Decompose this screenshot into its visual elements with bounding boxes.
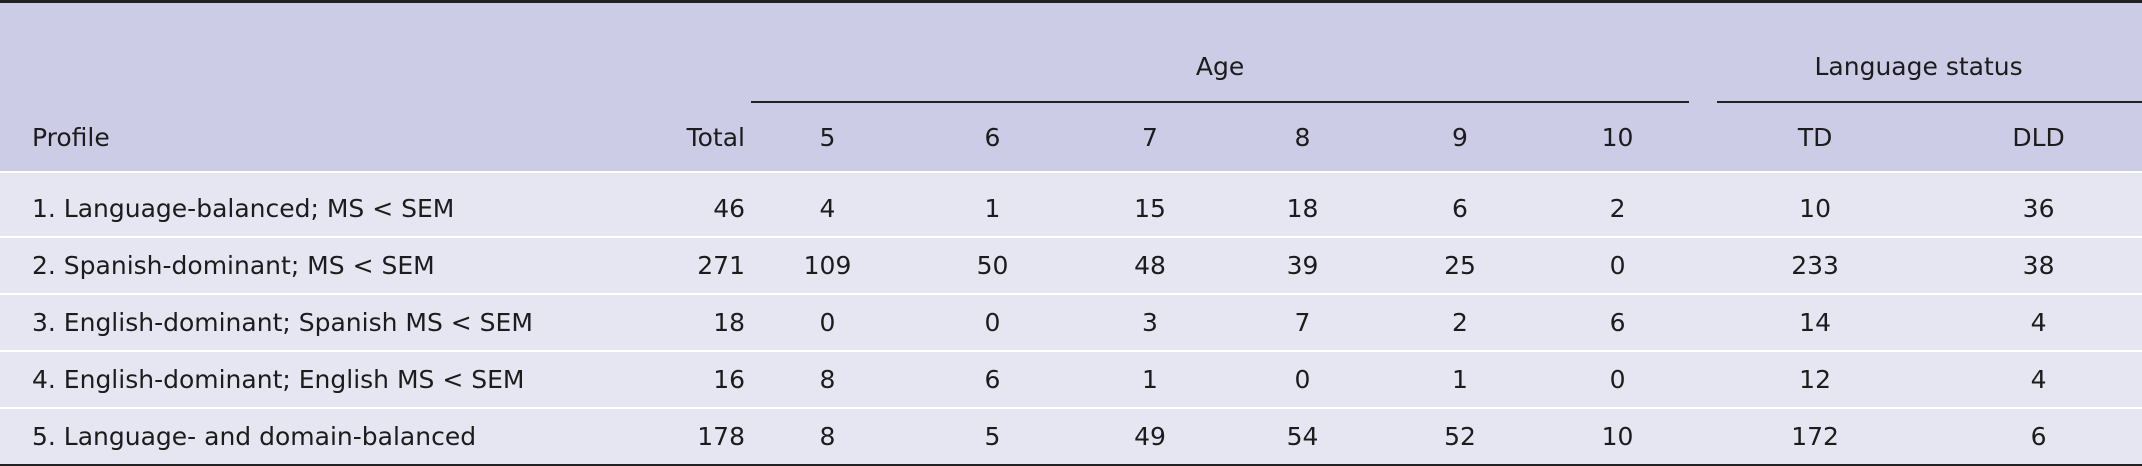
- cell-age-5: 8: [745, 408, 910, 466]
- cell-total: 18: [600, 294, 745, 352]
- cell-age-8: 18: [1225, 172, 1380, 238]
- cell-age-9: 2: [1380, 294, 1540, 352]
- cell-profile: 4. English-dominant; English MS < SEM: [0, 351, 600, 409]
- cell-dld: 38: [1935, 237, 2142, 295]
- cell-age-9: 25: [1380, 237, 1540, 295]
- cell-profile: 2. Spanish-dominant; MS < SEM: [0, 237, 600, 295]
- cell-age-6: 50: [910, 237, 1075, 295]
- age-group-header: Age: [745, 0, 1696, 103]
- cell-profile: 3. English-dominant; Spanish MS < SEM: [0, 294, 600, 352]
- col-header-age-6: 6: [910, 103, 1075, 173]
- cell-age-10: 10: [1540, 408, 1696, 466]
- cell-age-6: 0: [910, 294, 1075, 352]
- group-header-row: Age Language status: [0, 0, 2142, 103]
- cell-age-5: 109: [745, 237, 910, 295]
- column-header-row: Profile Total 5 6 7 8 9 10 TD DLD: [0, 103, 2142, 173]
- cell-td: 12: [1695, 351, 1936, 409]
- cell-dld: 4: [1935, 294, 2142, 352]
- table-row: 3. English-dominant; Spanish MS < SEM 18…: [0, 294, 2142, 352]
- table-row: 5. Language- and domain-balanced 178 8 5…: [0, 408, 2142, 466]
- cell-age-7: 15: [1075, 172, 1225, 238]
- cell-td: 14: [1695, 294, 1936, 352]
- table-body: 1. Language-balanced; MS < SEM 46 4 1 15…: [0, 172, 2142, 466]
- table-row: 1. Language-balanced; MS < SEM 46 4 1 15…: [0, 172, 2142, 238]
- cell-age-8: 7: [1225, 294, 1380, 352]
- cell-age-7: 49: [1075, 408, 1225, 466]
- col-header-dld: DLD: [1935, 103, 2142, 173]
- table-row: 4. English-dominant; English MS < SEM 16…: [0, 351, 2142, 409]
- col-header-age-9: 9: [1380, 103, 1540, 173]
- cell-age-7: 3: [1075, 294, 1225, 352]
- cell-age-9: 1: [1380, 351, 1540, 409]
- col-header-age-5: 5: [745, 103, 910, 173]
- cell-age-10: 0: [1540, 351, 1696, 409]
- cell-dld: 4: [1935, 351, 2142, 409]
- cell-age-10: 0: [1540, 237, 1696, 295]
- cell-age-5: 0: [745, 294, 910, 352]
- cell-age-6: 6: [910, 351, 1075, 409]
- cell-td: 172: [1695, 408, 1936, 466]
- col-header-profile: Profile: [0, 103, 600, 173]
- age-group-rule: [751, 101, 1690, 103]
- cell-total: 271: [600, 237, 745, 295]
- empty-header-cell: [600, 0, 745, 103]
- cell-td: 233: [1695, 237, 1936, 295]
- age-group-label: Age: [1195, 52, 1245, 81]
- cell-dld: 36: [1935, 172, 2142, 238]
- table-row: 2. Spanish-dominant; MS < SEM 271 109 50…: [0, 237, 2142, 295]
- cell-dld: 6: [1935, 408, 2142, 466]
- table-header: Age Language status Profile Total 5 6 7 …: [0, 0, 2142, 173]
- cell-age-10: 2: [1540, 172, 1696, 238]
- cell-profile: 1. Language-balanced; MS < SEM: [0, 172, 600, 238]
- cell-age-6: 5: [910, 408, 1075, 466]
- cell-td: 10: [1695, 172, 1936, 238]
- cell-age-8: 0: [1225, 351, 1380, 409]
- cell-profile: 5. Language- and domain-balanced: [0, 408, 600, 466]
- cell-age-5: 4: [745, 172, 910, 238]
- cell-age-10: 6: [1540, 294, 1696, 352]
- language-status-group-rule: [1717, 101, 2142, 103]
- language-status-group-header: Language status: [1695, 0, 2142, 103]
- cell-total: 178: [600, 408, 745, 466]
- cell-age-8: 54: [1225, 408, 1380, 466]
- cell-age-7: 1: [1075, 351, 1225, 409]
- col-header-total: Total: [600, 103, 745, 173]
- col-header-age-8: 8: [1225, 103, 1380, 173]
- cell-age-6: 1: [910, 172, 1075, 238]
- col-header-age-10: 10: [1540, 103, 1696, 173]
- col-header-age-7: 7: [1075, 103, 1225, 173]
- cell-age-8: 39: [1225, 237, 1380, 295]
- cell-age-5: 8: [745, 351, 910, 409]
- cell-age-9: 6: [1380, 172, 1540, 238]
- language-status-group-label: Language status: [1814, 52, 2023, 81]
- empty-header-cell: [0, 0, 600, 103]
- cell-age-9: 52: [1380, 408, 1540, 466]
- cell-total: 16: [600, 351, 745, 409]
- col-header-td: TD: [1695, 103, 1936, 173]
- cell-age-7: 48: [1075, 237, 1225, 295]
- cell-total: 46: [600, 172, 745, 238]
